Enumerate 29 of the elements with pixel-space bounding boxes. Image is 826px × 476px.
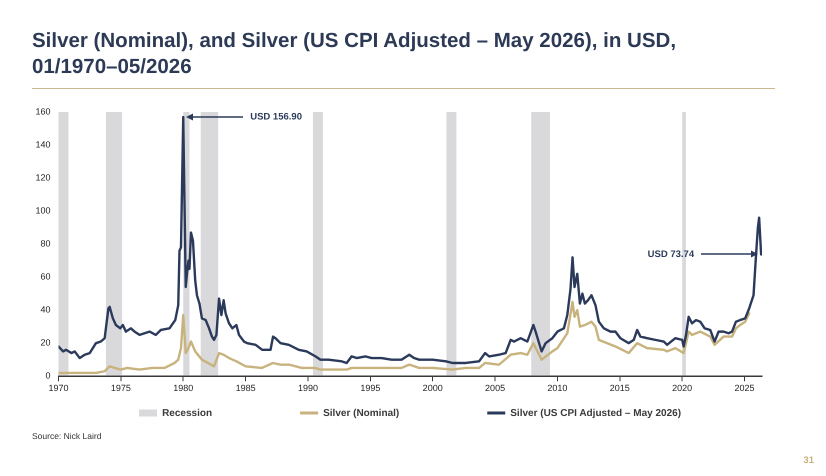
legend-label: Silver (US CPI Adjusted – May 2026) [510,408,682,419]
chart-title: Silver (Nominal), and Silver (US CPI Adjusted – May 2026), in USD, 01/1970–05/2026 [32,28,678,80]
y-tick-label: 60 [40,272,50,282]
annotation: USD 156.90 [250,112,302,123]
y-tick-label: 140 [35,140,50,150]
x-tick-label: 2005 [485,383,506,394]
legend-label: Silver (Nominal) [323,408,400,419]
y-tick-label: 160 [35,106,50,116]
x-tick-label: 1985 [236,383,256,394]
annotation: USD 73.74 [648,249,695,260]
x-tick-label: 1975 [110,383,131,394]
y-tick-label: 80 [40,238,50,249]
x-tick-label: 1995 [360,383,380,394]
y-tick-label: 100 [35,206,50,216]
y-tick-label: 0 [45,370,50,381]
x-tick-label: 1980 [173,383,194,394]
x-tick-label: 2020 [672,383,692,394]
source-note: Source: Nick Laird [32,431,102,441]
x-tick-label: 1990 [298,383,318,394]
y-tick-label: 20 [40,338,50,348]
y-tick-label: 120 [35,172,50,183]
x-tick-label: 2010 [547,383,568,394]
text: 31 [803,455,814,466]
x-tick-label: 2000 [422,383,443,394]
y-tick-label: 40 [40,304,50,315]
x-tick-label: 2025 [734,383,755,394]
legend-label: Recession [162,408,212,419]
x-tick-label: 1970 [48,383,69,394]
x-tick-label: 2015 [610,383,630,394]
